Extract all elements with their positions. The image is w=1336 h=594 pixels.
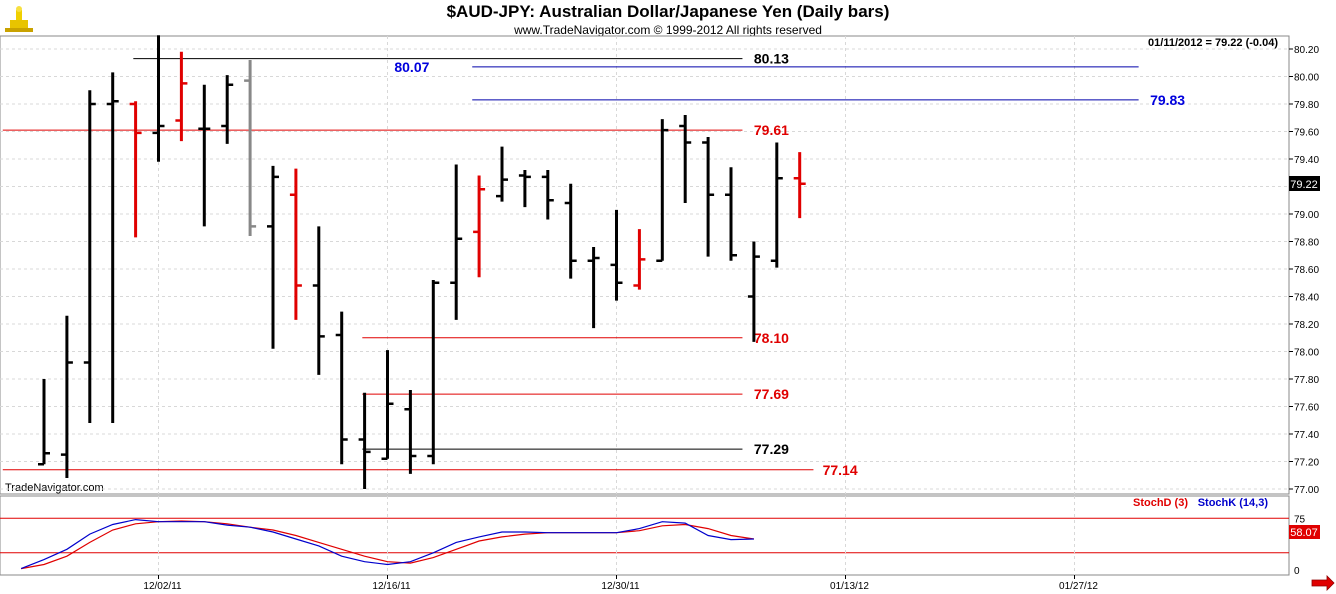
stoch-d-legend: StochD (3) xyxy=(1133,497,1188,509)
ohlc-bar xyxy=(633,229,646,290)
level-label: 77.29 xyxy=(754,441,789,457)
ohlc-bar xyxy=(496,146,508,202)
ohlc-bar xyxy=(587,247,600,329)
ohlc-bar xyxy=(175,51,188,142)
stoch-tick-label: 0 xyxy=(1294,566,1300,577)
y-tick-label: 80.20 xyxy=(1294,45,1319,56)
ohlc-bar xyxy=(38,379,50,466)
ohlc-bar xyxy=(198,84,211,227)
ohlc-bar xyxy=(381,350,394,460)
ohlc-bar xyxy=(656,119,669,262)
ohlc-bar xyxy=(404,390,417,474)
ohlc-bar xyxy=(289,168,302,320)
stoch-k-line xyxy=(20,518,754,570)
y-tick-label: 79.40 xyxy=(1294,155,1319,166)
ohlc-bar xyxy=(427,280,440,465)
ohlc-bar xyxy=(244,60,257,236)
price-bars xyxy=(38,35,806,489)
y-tick-label: 79.00 xyxy=(1294,210,1319,221)
level-label: 77.14 xyxy=(823,462,858,478)
y-tick-label: 78.80 xyxy=(1294,238,1319,249)
stoch-grid: 75 0 xyxy=(0,496,1306,577)
watermark-label: TradeNavigator.com xyxy=(5,482,104,494)
date-x-axis: 12/02/11 12/16/11 12/30/11 01/13/12 01/27/12 xyxy=(143,575,1098,592)
ohlc-bar xyxy=(152,35,165,162)
ohlc-bar xyxy=(702,137,715,257)
level-label: 80.13 xyxy=(754,51,789,67)
ohlc-bar xyxy=(793,152,806,219)
ohlc-bar xyxy=(106,72,119,423)
last-price-tag: 79.22 xyxy=(1289,176,1320,191)
ohlc-bar xyxy=(518,170,531,208)
x-tick-label: 12/02/11 xyxy=(143,581,182,592)
y-tick-label: 79.80 xyxy=(1294,100,1319,111)
y-tick-label: 78.20 xyxy=(1294,320,1319,331)
stoch-k-legend: StochK (14,3) xyxy=(1198,497,1269,509)
x-tick-label: 01/27/12 xyxy=(1059,581,1098,592)
stoch-d-line xyxy=(20,520,754,570)
ohlc-bar xyxy=(267,165,279,349)
trade-navigator-logo-icon xyxy=(5,6,33,32)
ohlc-bar xyxy=(312,226,325,375)
price-grid xyxy=(0,36,1289,494)
y-tick-label: 79.60 xyxy=(1294,128,1319,139)
scroll-right-arrow-icon[interactable] xyxy=(1311,575,1335,591)
y-tick-label: 80.00 xyxy=(1294,73,1319,84)
last-price-label: 79.22 xyxy=(1290,179,1318,191)
price-plot-frame xyxy=(0,35,1290,495)
y-tick-label: 77.00 xyxy=(1294,485,1319,496)
level-label: 77.69 xyxy=(754,386,789,402)
ohlc-bar xyxy=(129,101,142,238)
y-tick-label: 78.40 xyxy=(1294,293,1319,304)
ohlc-bar xyxy=(358,392,371,489)
stoch-last-tag: 58.07 xyxy=(1289,525,1320,539)
level-label: 80.07 xyxy=(394,59,429,75)
price-y-axis: 77.00 77.20 77.40 77.60 77.80 78.00 78.20 78.40… xyxy=(1289,45,1319,496)
chart-subtitle: www.TradeNavigator.com © 1999-2012 All r… xyxy=(514,23,822,37)
level-label: 79.83 xyxy=(1150,92,1185,108)
chart-title: $AUD-JPY: Australian Dollar/Japanese Yen… xyxy=(446,2,890,21)
ohlc-bar xyxy=(725,167,737,261)
ohlc-bar xyxy=(83,90,96,423)
x-tick-label: 12/16/11 xyxy=(372,581,411,592)
ohlc-bar xyxy=(610,209,623,301)
y-tick-label: 77.20 xyxy=(1294,458,1319,469)
x-tick-label: 01/13/12 xyxy=(830,581,869,592)
last-quote: 01/11/2012 = 79.22 (-0.04) xyxy=(1148,37,1278,49)
ohlc-bar xyxy=(541,170,554,220)
ohlc-bar xyxy=(747,241,760,342)
stoch-plot-frame xyxy=(0,495,1290,576)
ohlc-bar xyxy=(679,115,692,203)
stoch-last-label: 58.07 xyxy=(1290,527,1318,539)
level-label: 78.10 xyxy=(754,330,789,346)
ohlc-bar xyxy=(564,183,577,279)
ohlc-bar xyxy=(60,315,73,478)
y-tick-label: 78.60 xyxy=(1294,265,1319,276)
y-tick-label: 78.00 xyxy=(1294,348,1319,359)
ohlc-bar xyxy=(335,311,348,465)
ohlc-bar xyxy=(473,175,486,278)
level-label: 79.61 xyxy=(754,122,789,138)
y-tick-label: 77.80 xyxy=(1294,375,1319,386)
ohlc-bar xyxy=(450,164,463,320)
ohlc-bar xyxy=(770,142,783,268)
x-tick-label: 12/30/11 xyxy=(601,581,640,592)
stoch-lines xyxy=(20,518,754,570)
level-lines: 80.13 80.07 79.83 79.61 78.10 77.69 77.29 77.14 xyxy=(2,51,1185,478)
ohlc-bar xyxy=(221,75,234,144)
y-tick-label: 77.40 xyxy=(1294,430,1319,441)
stoch-tick-label: 75 xyxy=(1294,514,1306,525)
y-tick-label: 77.60 xyxy=(1294,403,1319,414)
